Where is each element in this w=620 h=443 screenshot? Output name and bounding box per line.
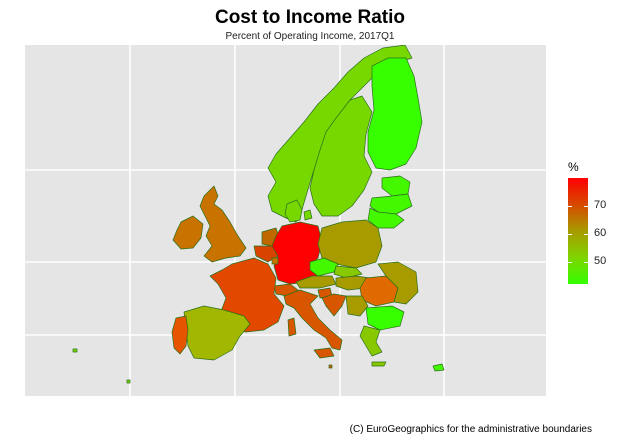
country-denmark[interactable] bbox=[284, 199, 303, 223]
country-portugal[interactable] bbox=[171, 315, 189, 355]
country-greece-crete[interactable] bbox=[371, 361, 387, 367]
country-serbia[interactable] bbox=[345, 295, 369, 317]
country-germany[interactable] bbox=[271, 221, 323, 285]
country-cyprus[interactable] bbox=[432, 363, 445, 372]
country-malta[interactable] bbox=[328, 364, 333, 369]
country-croatia[interactable] bbox=[321, 293, 347, 317]
country-sweden[interactable] bbox=[309, 95, 373, 217]
country-italy-sardinia[interactable] bbox=[287, 317, 297, 337]
country-czechia[interactable] bbox=[309, 257, 339, 277]
country-spain[interactable] bbox=[183, 305, 251, 361]
legend-tick-mark bbox=[568, 234, 572, 235]
country-estonia[interactable] bbox=[381, 175, 411, 197]
legend-tick-mark bbox=[584, 262, 588, 263]
legend-tick-mark bbox=[568, 206, 572, 207]
country-bulgaria[interactable] bbox=[365, 305, 405, 331]
map-svg bbox=[25, 45, 546, 396]
island-southwest bbox=[126, 379, 131, 384]
country-finland[interactable] bbox=[367, 57, 423, 171]
country-ireland[interactable] bbox=[172, 215, 204, 250]
country-eastern-region[interactable] bbox=[377, 261, 419, 305]
country-denmark-island[interactable] bbox=[303, 209, 313, 221]
legend-tick-mark bbox=[584, 234, 588, 235]
legend-tick-label: 70 bbox=[594, 199, 607, 211]
map-title: Cost to Income Ratio bbox=[214, 7, 405, 28]
country-latvia[interactable] bbox=[369, 193, 413, 215]
map-caption: (C) EuroGeographics for the administrati… bbox=[349, 424, 592, 435]
map-graticule bbox=[25, 45, 546, 396]
country-luxembourg[interactable] bbox=[271, 257, 279, 265]
country-united-kingdom[interactable] bbox=[199, 185, 247, 263]
country-greece[interactable] bbox=[359, 325, 383, 357]
country-italy[interactable] bbox=[283, 289, 343, 351]
legend-color-bar bbox=[568, 178, 588, 284]
map-panel bbox=[25, 45, 546, 396]
legend-tick-mark bbox=[584, 206, 588, 207]
map-subtitle: Percent of Operating Income, 2017Q1 bbox=[225, 31, 395, 42]
country-italy-sicily[interactable] bbox=[313, 347, 335, 359]
legend-tick-mark bbox=[568, 262, 572, 263]
country-lithuania[interactable] bbox=[367, 207, 405, 229]
legend-tick-label: 50 bbox=[594, 255, 607, 267]
country-poland[interactable] bbox=[317, 219, 383, 269]
legend-title: % bbox=[568, 160, 579, 174]
legend-tick-label: 60 bbox=[594, 227, 607, 239]
island-west bbox=[72, 348, 78, 353]
